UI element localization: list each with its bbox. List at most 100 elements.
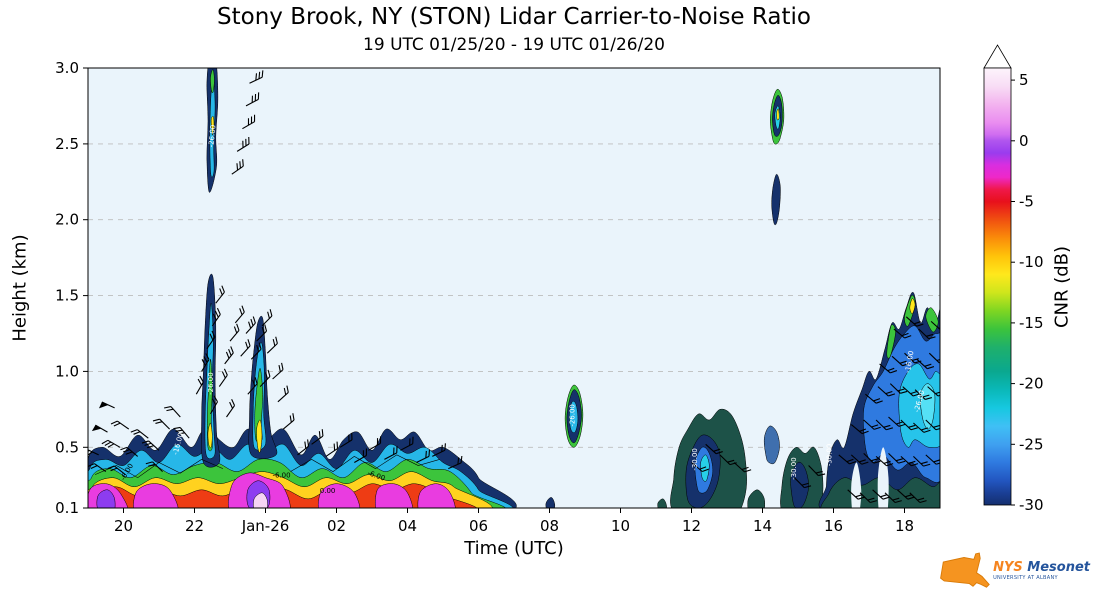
wind-barb-icon bbox=[863, 419, 881, 430]
wind-barb-icon bbox=[448, 455, 463, 470]
wind-barb-icon bbox=[916, 358, 935, 370]
logo-tagline: UNIVERSITY AT ALBANY bbox=[993, 575, 1058, 581]
wind-barb-icon bbox=[927, 386, 940, 397]
wind-barb-icon bbox=[904, 352, 922, 364]
wind-barb-icon bbox=[354, 448, 368, 463]
wind-barb-icon bbox=[245, 92, 260, 107]
nys-mesonet-logo: NYS Mesonet UNIVERSITY AT ALBANY bbox=[937, 548, 1090, 594]
ny-state-icon bbox=[940, 552, 990, 588]
y-axis-label: Height (km) bbox=[9, 234, 31, 342]
colorbar-tick-label: -20 bbox=[1019, 375, 1044, 393]
contour-labels: -26.00-26.00-16.00-6.00 -6.000.00-6.00-26… bbox=[119, 125, 926, 495]
wind-barb-icon bbox=[224, 346, 234, 365]
wind-barb-icon bbox=[847, 489, 865, 500]
plume1-yellow bbox=[207, 422, 213, 449]
x-tick-label: 08 bbox=[540, 517, 559, 535]
wind-barb-icon bbox=[297, 439, 310, 456]
x-tick-label: 18 bbox=[895, 517, 914, 535]
wind-barb-icon bbox=[101, 439, 121, 448]
ground-dot-1 bbox=[545, 497, 556, 508]
contour-label: -30.00 bbox=[790, 457, 798, 480]
wind-barb-icon bbox=[282, 413, 295, 430]
wind-barb-icon bbox=[325, 441, 339, 457]
logo-nys-label: NYS bbox=[993, 560, 1023, 575]
wind-barb-icon bbox=[888, 416, 906, 427]
wind-barb-icon bbox=[808, 465, 826, 477]
wind-barb-icon bbox=[242, 114, 256, 130]
teal-strip bbox=[747, 489, 766, 508]
wind-barb-icon bbox=[918, 328, 936, 340]
wind-barb-icon bbox=[141, 440, 160, 451]
colorbar: 5 0 -5 -10 -15 -20 -25 -30 bbox=[983, 44, 1044, 514]
wind-barb-icon bbox=[234, 305, 245, 324]
cnr-features bbox=[88, 68, 940, 508]
wind-barb-icon bbox=[249, 70, 264, 84]
x-tick-label: 02 bbox=[327, 517, 346, 535]
contour-label: -26.00 bbox=[207, 372, 215, 395]
magenta-patch-4 bbox=[317, 483, 361, 508]
wind-barb-icon bbox=[875, 455, 894, 467]
y-axis: 3.0 2.5 2.0 1.5 1.0 0.5 0.1 bbox=[55, 59, 88, 517]
wind-barbs bbox=[88, 70, 940, 504]
colorbar-tick-label: -25 bbox=[1019, 435, 1044, 453]
wind-barb-icon bbox=[231, 159, 244, 175]
right-green-1 bbox=[886, 324, 896, 359]
colorbar-tick-label: -5 bbox=[1019, 193, 1034, 211]
wind-barb-icon bbox=[928, 352, 940, 364]
wind-barb-icon bbox=[145, 461, 163, 472]
wind-barb-icon bbox=[256, 324, 268, 342]
wind-barb-icon bbox=[272, 362, 284, 380]
x-tick-label: 10 bbox=[611, 517, 630, 535]
y-tick-label: 0.5 bbox=[55, 438, 79, 456]
x-tick-label: 22 bbox=[185, 517, 204, 535]
wind-barb-icon bbox=[152, 418, 170, 430]
x-axis: 20 22 Jan-26 02 04 06 08 10 12 14 16 18 bbox=[114, 508, 914, 535]
high-blob-navy bbox=[771, 173, 781, 226]
contour-label: -26.00 bbox=[568, 404, 576, 427]
magenta-patch-2 bbox=[133, 483, 179, 508]
x-tick-label: 14 bbox=[753, 517, 772, 535]
wind-barb-icon bbox=[859, 492, 878, 504]
column-yellow-spot bbox=[210, 116, 215, 136]
wind-barb-icon bbox=[259, 369, 271, 387]
wind-barb-icon bbox=[261, 309, 273, 327]
y-tick-label: 1.5 bbox=[55, 287, 79, 305]
purple-patch-2 bbox=[96, 489, 116, 508]
wind-barb-icon bbox=[210, 395, 218, 415]
wind-barb-icon bbox=[913, 422, 931, 433]
colorbar-over-arrow bbox=[983, 44, 1012, 69]
right-gap-2 bbox=[851, 462, 862, 508]
wind-barb-icon bbox=[107, 465, 126, 476]
wind-barb-icon bbox=[201, 353, 210, 372]
y-tick-label: 3.0 bbox=[55, 59, 79, 77]
chart-subtitle: 19 UTC 01/25/20 - 19 UTC 01/26/20 bbox=[363, 35, 665, 55]
wind-barb-icon bbox=[872, 489, 890, 500]
wind-barb-icon bbox=[850, 424, 869, 435]
wind-barb-icon bbox=[909, 492, 927, 504]
wind-barb-icon bbox=[889, 383, 908, 394]
wind-barb-icon bbox=[893, 328, 912, 339]
wind-barb-icon bbox=[719, 454, 737, 466]
right-yellow-speck bbox=[909, 298, 916, 315]
teal-mass-2-navy bbox=[790, 461, 809, 508]
wind-barb-icon bbox=[400, 436, 414, 451]
y-tick-label: 1.0 bbox=[55, 362, 79, 380]
wind-barb-icon bbox=[339, 432, 353, 448]
wind-barb-icon bbox=[879, 363, 898, 374]
wind-barb-icon bbox=[900, 455, 919, 467]
wind-barb-icon bbox=[250, 342, 262, 360]
plot-border bbox=[87, 67, 941, 509]
wind-barb-icon bbox=[900, 419, 918, 431]
wind-barb-icon bbox=[368, 436, 382, 451]
y-tick-label: 2.5 bbox=[55, 135, 79, 153]
contour-label: -30.00 bbox=[691, 448, 699, 471]
wind-barb-icon bbox=[98, 401, 115, 409]
wind-barb-icon bbox=[865, 393, 883, 404]
x-tick-label: 04 bbox=[398, 517, 417, 535]
wind-barb-icon bbox=[838, 454, 857, 465]
wind-barb-icon bbox=[705, 443, 723, 455]
wind-barb-icon bbox=[925, 419, 940, 431]
magenta-patch-5 bbox=[374, 483, 414, 508]
wind-barb-icon bbox=[236, 137, 250, 152]
